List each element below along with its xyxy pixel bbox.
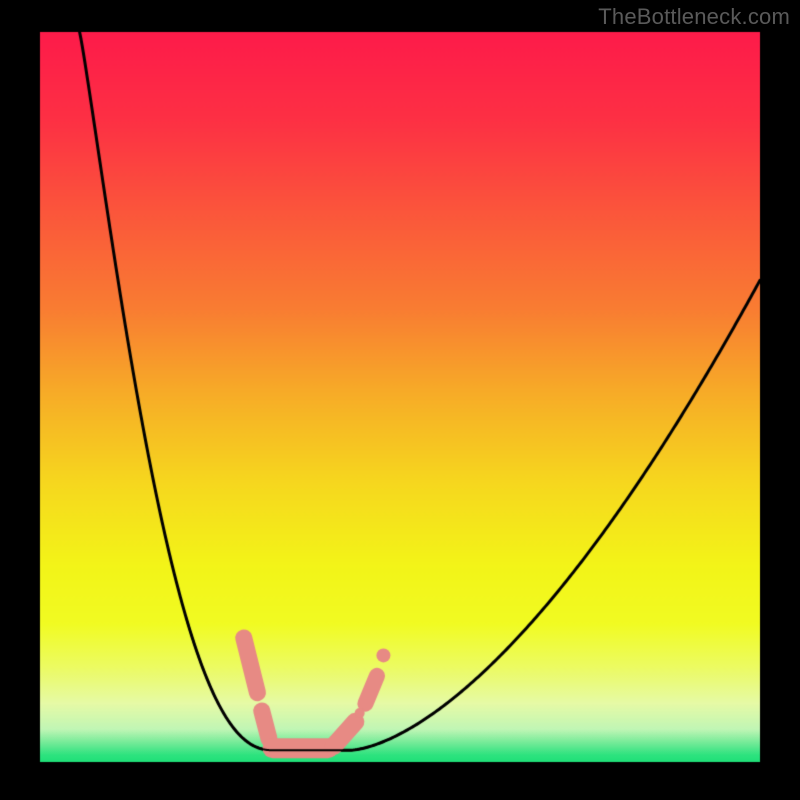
bottleneck-chart bbox=[0, 0, 800, 800]
